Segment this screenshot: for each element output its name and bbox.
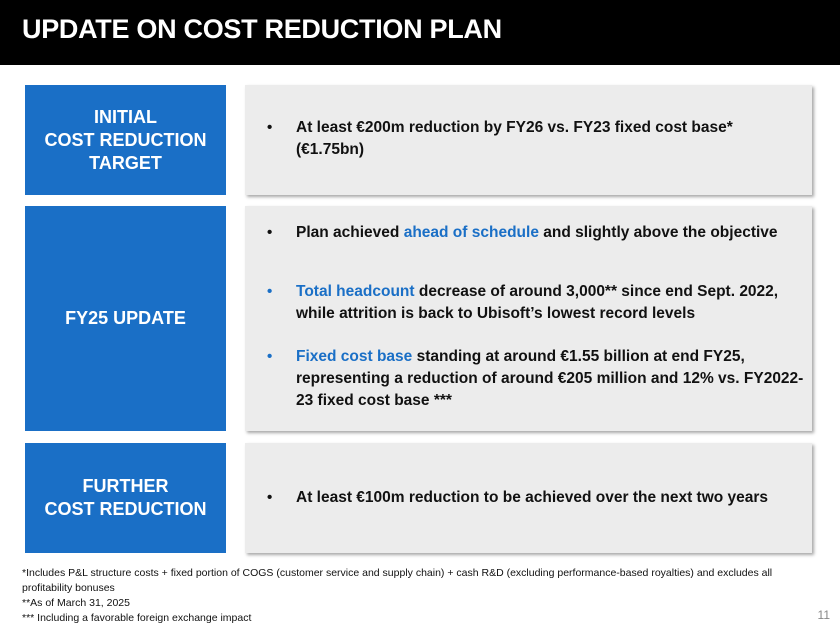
bullet-text: At least €100m reduction to be achieved … <box>296 487 804 509</box>
bullet-item: • Plan achieved ahead of schedule and sl… <box>267 222 804 244</box>
bullet-text: At least €200m reduction by FY26 vs. FY2… <box>296 117 804 161</box>
bullet-text: Plan achieved ahead of schedule and slig… <box>296 222 804 244</box>
bullet-item: • At least €200m reduction by FY26 vs. F… <box>267 117 804 161</box>
slide-title: UPDATE ON COST REDUCTION PLAN <box>22 14 502 44</box>
label-initial-target: INITIAL COST REDUCTION TARGET <box>25 85 226 195</box>
bullet-text: Fixed cost base standing at around €1.55… <box>296 346 804 412</box>
bullet-dot: • <box>267 224 273 241</box>
content-fy25-update: • Plan achieved ahead of schedule and sl… <box>245 206 812 431</box>
page-number: 11 <box>817 608 830 622</box>
content-initial-target: • At least €200m reduction by FY26 vs. F… <box>245 85 812 195</box>
bullet-dot: • <box>267 283 273 300</box>
label-line: COST REDUCTION <box>44 499 207 519</box>
bullet-segment: decrease of around 3,000** since end Sep… <box>296 283 779 322</box>
bullet-segment: At least €200m reduction by FY26 vs. FY2… <box>296 119 733 158</box>
bullet-highlight: ahead of schedule <box>403 224 539 241</box>
footnote: **As of March 31, 2025 <box>22 597 130 609</box>
bullet-item: • Fixed cost base standing at around €1.… <box>267 346 804 412</box>
bullet-segment: At least €100m reduction to be achieved … <box>296 489 769 506</box>
content-further-reduction: • At least €100m reduction to be achieve… <box>245 443 812 553</box>
bullet-dot: • <box>267 489 273 506</box>
bullet-item: • At least €100m reduction to be achieve… <box>267 487 804 509</box>
slide-header: UPDATE ON COST REDUCTION PLAN <box>0 0 840 65</box>
bullet-highlight: Total headcount <box>296 283 415 300</box>
label-line: INITIAL <box>94 106 157 127</box>
bullet-highlight: Fixed cost base <box>296 348 413 365</box>
label-fy25-update: FY25 UPDATE <box>25 206 226 431</box>
bullet-dot: • <box>267 119 273 136</box>
label-line: FY25 UPDATE <box>65 308 186 328</box>
label-further-reduction: FURTHER COST REDUCTION <box>25 443 226 553</box>
bullet-text: Total headcount decrease of around 3,000… <box>296 281 804 325</box>
bullet-segment: Plan achieved <box>296 224 404 241</box>
label-line: TARGET <box>89 152 162 173</box>
label-line: FURTHER <box>82 476 169 496</box>
bullet-segment: and slightly above the objective <box>538 224 778 241</box>
label-line: COST REDUCTION <box>44 129 207 150</box>
footnote: *** Including a favorable foreign exchan… <box>22 612 252 624</box>
footnotes: *Includes P&L structure costs + fixed po… <box>22 566 782 626</box>
bullet-item: • Total headcount decrease of around 3,0… <box>267 281 804 325</box>
footnote: *Includes P&L structure costs + fixed po… <box>22 567 773 594</box>
bullet-segment: standing at around €1.55 billion at end … <box>296 348 804 409</box>
bullet-dot: • <box>267 348 273 365</box>
